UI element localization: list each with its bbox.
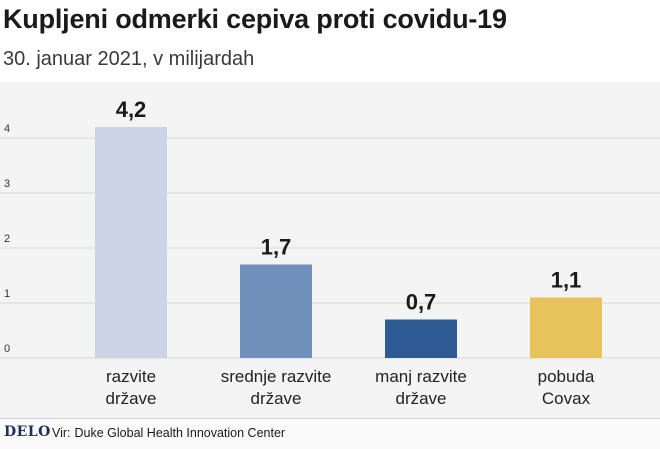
category-label: države	[395, 389, 446, 408]
source-prefix: Vir:	[52, 426, 71, 440]
category-label: države	[105, 389, 156, 408]
bar	[240, 264, 312, 358]
bar-value-label: 0,7	[406, 290, 437, 315]
delo-logo: DELO	[4, 424, 51, 440]
chart-title: Kupljeni odmerki cepiva proti covidu-19	[3, 4, 507, 34]
source-text: Duke Global Health Innovation Center	[74, 426, 286, 440]
bar-chart: 0 1 2 3 4 4,2 razvite države 1,7 srednje razvite d…	[0, 82, 660, 418]
bar-value-label: 1,7	[261, 235, 292, 260]
bar	[385, 319, 457, 358]
y-tick-label: 3	[4, 178, 10, 190]
category-label: pobuda	[538, 367, 595, 386]
category-label: razvite	[106, 367, 156, 386]
source-note: Vir: Duke Global Health Innovation Center	[52, 426, 285, 440]
y-tick-label: 4	[4, 123, 10, 135]
category-label: srednje razvite	[221, 367, 332, 386]
category-label: Covax	[542, 389, 591, 408]
y-tick-label: 2	[4, 233, 10, 245]
category-label: manj razvite	[375, 367, 467, 386]
footer: DELO Vir: Duke Global Health Innovation C…	[0, 418, 660, 449]
bar-value-label: 4,2	[116, 97, 147, 122]
bar	[530, 297, 602, 358]
bar-value-label: 1,1	[551, 268, 582, 293]
category-label: države	[250, 389, 301, 408]
bar	[95, 127, 167, 358]
y-tick-label: 0	[4, 343, 10, 355]
y-tick-label: 1	[4, 288, 10, 300]
chart-subtitle: 30. januar 2021, v milijardah	[3, 48, 255, 70]
